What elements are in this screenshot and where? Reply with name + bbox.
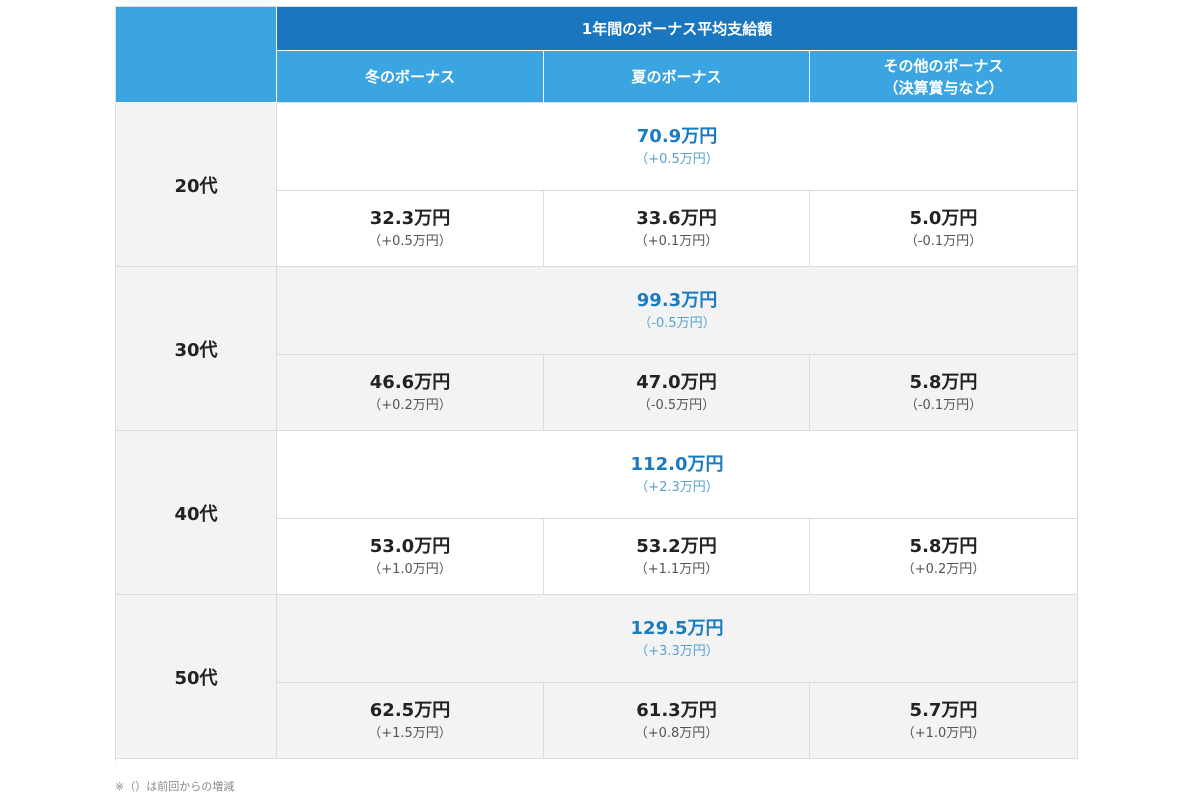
column-header-summer: 夏のボーナス bbox=[544, 51, 810, 103]
winter-change: （+0.5万円） bbox=[368, 233, 452, 249]
column-header-sublabel: （決算賞与など） bbox=[883, 78, 1004, 97]
winter-amount: 46.6万円 bbox=[369, 371, 451, 393]
other-amount: 5.0万円 bbox=[909, 207, 978, 229]
other-change: （+0.2万円） bbox=[901, 561, 986, 577]
age-label-20s: 20代 bbox=[116, 103, 277, 267]
summer-amount: 33.6万円 bbox=[636, 207, 717, 229]
winter-change: （+0.2万円） bbox=[368, 397, 452, 413]
total-amount: 99.3万円 bbox=[636, 289, 718, 311]
winter-change: （+1.0万円） bbox=[368, 561, 452, 577]
column-header-label: 冬のボーナス bbox=[364, 67, 455, 86]
summer-cell-20s: 33.6万円 （+0.1万円） bbox=[544, 191, 810, 267]
summer-cell-40s: 53.2万円 （+1.1万円） bbox=[544, 519, 810, 595]
winter-cell-40s: 53.0万円 （+1.0万円） bbox=[277, 519, 544, 595]
column-header-winter: 冬のボーナス bbox=[277, 51, 544, 103]
summer-amount: 53.2万円 bbox=[636, 535, 717, 557]
bonus-table: 1年間のボーナス平均支給額 冬のボーナス 夏のボーナス その他のボーナス （決算… bbox=[115, 6, 1078, 761]
total-change: （+2.3万円） bbox=[635, 479, 719, 495]
summer-cell-50s: 61.3万円 （+0.8万円） bbox=[544, 683, 810, 759]
total-cell-50s: 129.5万円 （+3.3万円） bbox=[277, 595, 1078, 683]
other-cell-30s: 5.8万円 （-0.1万円） bbox=[810, 355, 1078, 431]
other-amount: 5.7万円 bbox=[909, 699, 978, 721]
summer-change: （-0.5万円） bbox=[637, 397, 716, 413]
other-cell-40s: 5.8万円 （+0.2万円） bbox=[810, 519, 1078, 595]
total-cell-40s: 112.0万円 （+2.3万円） bbox=[277, 431, 1078, 519]
summer-change: （+0.1万円） bbox=[634, 233, 719, 249]
total-change: （+0.5万円） bbox=[635, 151, 719, 167]
winter-amount: 32.3万円 bbox=[369, 207, 451, 229]
other-change: （-0.1万円） bbox=[904, 233, 983, 249]
total-amount: 112.0万円 bbox=[630, 453, 724, 475]
winter-amount: 53.0万円 bbox=[369, 535, 451, 557]
age-label-30s: 30代 bbox=[116, 267, 277, 431]
other-change: （-0.1万円） bbox=[904, 397, 983, 413]
other-change: （+1.0万円） bbox=[901, 725, 986, 741]
summer-cell-30s: 47.0万円 （-0.5万円） bbox=[544, 355, 810, 431]
other-cell-50s: 5.7万円 （+1.0万円） bbox=[810, 683, 1078, 759]
summer-amount: 47.0万円 bbox=[636, 371, 717, 393]
summer-change: （+1.1万円） bbox=[634, 561, 719, 577]
winter-cell-30s: 46.6万円 （+0.2万円） bbox=[277, 355, 544, 431]
column-header-other: その他のボーナス （決算賞与など） bbox=[810, 51, 1078, 103]
winter-amount: 62.5万円 bbox=[369, 699, 451, 721]
age-label-50s: 50代 bbox=[116, 595, 277, 759]
total-cell-30s: 99.3万円 （-0.5万円） bbox=[277, 267, 1078, 355]
winter-cell-50s: 62.5万円 （+1.5万円） bbox=[277, 683, 544, 759]
total-change: （-0.5万円） bbox=[638, 315, 716, 331]
summer-amount: 61.3万円 bbox=[636, 699, 717, 721]
total-amount: 70.9万円 bbox=[636, 125, 718, 147]
total-change: （+3.3万円） bbox=[635, 643, 719, 659]
column-header-label: その他のボーナス bbox=[883, 56, 1004, 75]
summer-change: （+0.8万円） bbox=[634, 725, 719, 741]
column-header-label: 夏のボーナス bbox=[631, 67, 722, 86]
other-amount: 5.8万円 bbox=[909, 535, 978, 557]
footnote: ※（）は前回からの増減 bbox=[115, 780, 235, 793]
table-corner-cell bbox=[116, 7, 277, 103]
other-amount: 5.8万円 bbox=[909, 371, 978, 393]
age-label-40s: 40代 bbox=[116, 431, 277, 595]
winter-change: （+1.5万円） bbox=[368, 725, 452, 741]
winter-cell-20s: 32.3万円 （+0.5万円） bbox=[277, 191, 544, 267]
other-cell-20s: 5.0万円 （-0.1万円） bbox=[810, 191, 1078, 267]
total-amount: 129.5万円 bbox=[630, 617, 724, 639]
total-cell-20s: 70.9万円 （+0.5万円） bbox=[277, 103, 1078, 191]
table-title: 1年間のボーナス平均支給額 bbox=[277, 7, 1078, 51]
